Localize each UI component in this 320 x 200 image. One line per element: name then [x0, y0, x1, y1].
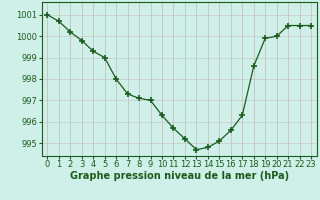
- X-axis label: Graphe pression niveau de la mer (hPa): Graphe pression niveau de la mer (hPa): [70, 171, 289, 181]
